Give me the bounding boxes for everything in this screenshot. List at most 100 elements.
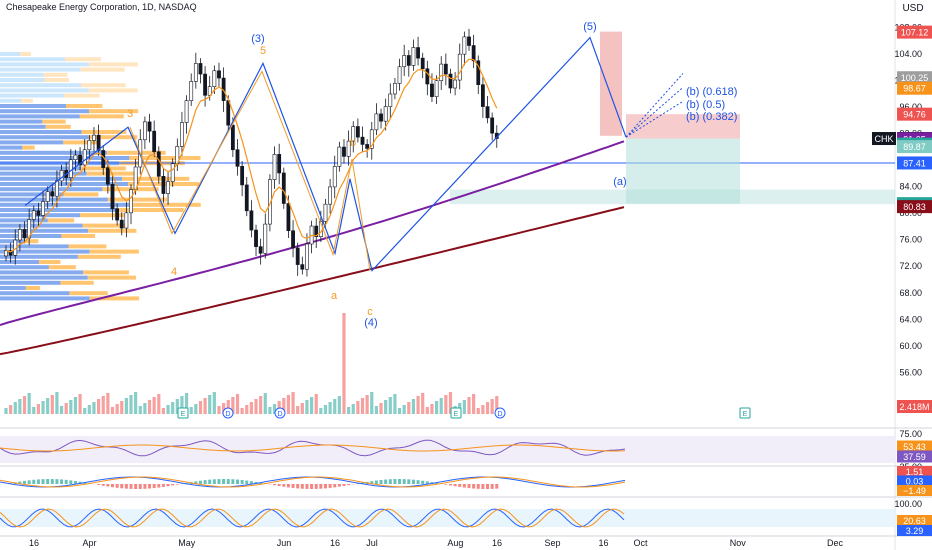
price-tag-label: 87.41: [903, 158, 926, 168]
macd-tag: [897, 485, 932, 496]
volume-bar: [300, 403, 304, 414]
volume-profile-bar: [0, 135, 89, 140]
volume-profile-bar: [0, 239, 25, 244]
macd-histogram-bar: [388, 479, 392, 484]
event-marker[interactable]: [739, 407, 751, 419]
volume-bar: [152, 397, 156, 414]
volume-bar: [240, 408, 244, 414]
candle-body: [286, 203, 291, 232]
volume-profile-bar: [0, 72, 44, 77]
macd-histogram-bar: [259, 482, 263, 484]
volume-profile-bar: [0, 93, 65, 98]
candle-body: [203, 73, 207, 96]
volume-bar: [388, 397, 392, 414]
candle-body: [170, 163, 175, 182]
volume-profile-bar: [20, 52, 31, 56]
volume-bar: [333, 399, 337, 414]
volume-bar: [226, 400, 230, 414]
event-marker[interactable]: [177, 407, 189, 419]
macd-histogram-bar: [129, 484, 133, 489]
volume-bar: [342, 313, 346, 414]
price-tag-label: 80.83: [903, 202, 926, 212]
volume-bar: [166, 405, 170, 414]
wave-label: (4): [364, 317, 377, 329]
event-marker[interactable]: [274, 407, 286, 419]
candle-body: [189, 81, 194, 101]
volume-profile-bar: [0, 280, 61, 285]
wave-label: 4: [171, 266, 177, 278]
macd-histogram-bar: [46, 479, 50, 484]
macd-histogram-bar: [161, 484, 165, 487]
macd-histogram-bar: [310, 484, 314, 489]
volume-bar: [222, 403, 226, 414]
volume-profile-bar: [129, 202, 201, 207]
time-axis-label: 16: [29, 538, 39, 548]
volume-bar: [263, 393, 267, 414]
wave-label: (a): [613, 176, 626, 188]
candle-body: [82, 149, 87, 166]
rsi-tag: [897, 440, 932, 453]
macd-tag-label: 1.51: [906, 467, 924, 477]
macd-histogram-bar: [421, 480, 425, 484]
volume-profile-bar: [107, 197, 167, 202]
macd-histogram-bar: [203, 480, 207, 484]
event-marker-label: D: [497, 411, 502, 418]
volume-profile-bar: [0, 265, 49, 270]
volume-profile-bar: [86, 171, 135, 176]
event-marker-label: D: [225, 411, 230, 418]
volume-bar: [208, 395, 212, 414]
macd-tag-label: 0.03: [906, 477, 924, 487]
macd-histogram-bar: [296, 484, 300, 489]
volume-profile-bar: [102, 187, 159, 192]
volume-profile-bar: [82, 223, 129, 228]
volume-profile-bar: [0, 182, 129, 186]
volume-profile-bar: [0, 187, 103, 192]
wave-label: 3: [127, 108, 133, 120]
candle-body: [485, 106, 490, 119]
price-axis-label: 60.00: [899, 341, 922, 351]
volume-profile-bar: [38, 260, 61, 264]
volume-bar: [217, 406, 221, 414]
volume-bar: [55, 392, 59, 414]
volume-profile-bar: [0, 223, 83, 228]
event-marker[interactable]: [222, 407, 234, 419]
macd-histogram-bar: [55, 479, 59, 484]
stoch-tag: [897, 525, 932, 536]
macd-histogram-bar: [495, 484, 499, 489]
rsi-band: [0, 436, 895, 463]
macd-histogram-bar: [64, 479, 68, 484]
volume-bar: [41, 401, 45, 414]
candle-body: [430, 83, 434, 97]
time-axis-label: Dec: [827, 538, 844, 548]
macd-histogram-bar: [277, 484, 281, 486]
event-marker[interactable]: [494, 407, 506, 419]
volume-profile-bar: [0, 296, 90, 301]
volume-profile-bar: [0, 291, 70, 296]
target-zone: [626, 138, 740, 204]
macd-histogram-bar: [175, 484, 179, 485]
volume-profile-bar: [77, 254, 121, 259]
volume-bar: [97, 399, 101, 414]
volume-bar: [46, 398, 50, 414]
volume-bar: [282, 398, 286, 414]
ticker-tag-label: CHK: [874, 134, 893, 144]
price-axis-label: 64.00: [899, 314, 922, 324]
candle-body: [36, 210, 41, 216]
candle-body: [235, 149, 240, 167]
candle-body: [369, 129, 374, 149]
volume-bar: [490, 399, 494, 414]
volume-profile-bar: [0, 244, 69, 249]
volume-profile-bar: [61, 234, 96, 238]
candle-body: [87, 140, 92, 151]
price-tag-label: 94.76: [903, 110, 926, 120]
macd-histogram-bar: [291, 484, 295, 488]
volume-bar: [476, 408, 480, 414]
volume-profile-bar: [0, 286, 26, 290]
volume-profile-bar: [0, 260, 39, 264]
candle-body: [207, 86, 212, 96]
event-marker[interactable]: [450, 407, 462, 419]
macd-histogram-bar: [18, 481, 22, 484]
volume-profile-bar: [0, 98, 22, 103]
stoch-d-line: [0, 508, 625, 528]
